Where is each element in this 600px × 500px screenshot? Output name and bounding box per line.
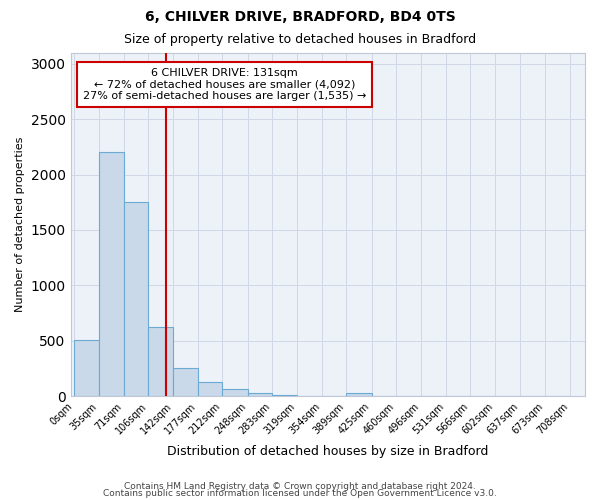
- Text: Size of property relative to detached houses in Bradford: Size of property relative to detached ho…: [124, 32, 476, 46]
- Bar: [148, 326, 173, 396]
- Text: 6 CHILVER DRIVE: 131sqm
← 72% of detached houses are smaller (4,092)
27% of semi: 6 CHILVER DRIVE: 131sqm ← 72% of detache…: [83, 68, 366, 101]
- Text: 6, CHILVER DRIVE, BRADFORD, BD4 0TS: 6, CHILVER DRIVE, BRADFORD, BD4 0TS: [145, 10, 455, 24]
- Bar: [98, 152, 124, 396]
- Bar: [74, 340, 98, 396]
- Bar: [248, 393, 272, 396]
- Bar: [272, 394, 298, 396]
- X-axis label: Distribution of detached houses by size in Bradford: Distribution of detached houses by size …: [167, 444, 488, 458]
- Y-axis label: Number of detached properties: Number of detached properties: [15, 137, 25, 312]
- Bar: [173, 368, 198, 396]
- Bar: [223, 388, 248, 396]
- Text: Contains HM Land Registry data © Crown copyright and database right 2024.: Contains HM Land Registry data © Crown c…: [124, 482, 476, 491]
- Bar: [346, 393, 371, 396]
- Bar: [198, 382, 223, 396]
- Text: Contains public sector information licensed under the Open Government Licence v3: Contains public sector information licen…: [103, 490, 497, 498]
- Bar: [124, 202, 148, 396]
